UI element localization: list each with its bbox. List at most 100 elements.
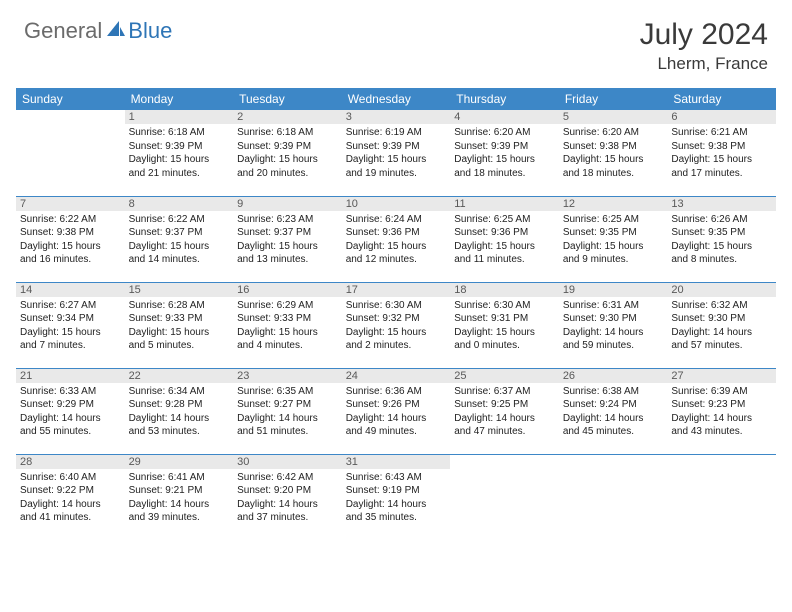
calendar-cell: 12Sunrise: 6:25 AMSunset: 9:35 PMDayligh… xyxy=(559,196,668,282)
calendar-cell: 13Sunrise: 6:26 AMSunset: 9:35 PMDayligh… xyxy=(667,196,776,282)
daylight-text: and 57 minutes. xyxy=(671,339,772,353)
sunrise-text: Sunrise: 6:30 AM xyxy=(454,299,555,313)
daylight-text: Daylight: 14 hours xyxy=(20,412,121,426)
daylight-text: Daylight: 15 hours xyxy=(563,240,664,254)
sunset-text: Sunset: 9:33 PM xyxy=(237,312,338,326)
day-number: 13 xyxy=(667,197,776,211)
calendar-cell xyxy=(450,454,559,540)
day-number: 11 xyxy=(450,197,559,211)
sunrise-text: Sunrise: 6:42 AM xyxy=(237,471,338,485)
day-number: 20 xyxy=(667,283,776,297)
day-number: 30 xyxy=(233,455,342,469)
calendar-cell: 9Sunrise: 6:23 AMSunset: 9:37 PMDaylight… xyxy=(233,196,342,282)
day-header: Wednesday xyxy=(342,88,451,110)
day-number: 18 xyxy=(450,283,559,297)
day-number: 23 xyxy=(233,369,342,383)
calendar-cell xyxy=(559,454,668,540)
sunrise-text: Sunrise: 6:22 AM xyxy=(129,213,230,227)
sunset-text: Sunset: 9:30 PM xyxy=(671,312,772,326)
day-number: 2 xyxy=(233,110,342,124)
sunset-text: Sunset: 9:31 PM xyxy=(454,312,555,326)
sunrise-text: Sunrise: 6:21 AM xyxy=(671,126,772,140)
sunrise-text: Sunrise: 6:35 AM xyxy=(237,385,338,399)
sunset-text: Sunset: 9:37 PM xyxy=(129,226,230,240)
daylight-text: Daylight: 15 hours xyxy=(563,153,664,167)
sunrise-text: Sunrise: 6:22 AM xyxy=(20,213,121,227)
sunrise-text: Sunrise: 6:30 AM xyxy=(346,299,447,313)
location-label: Lherm, France xyxy=(640,54,768,74)
daylight-text: Daylight: 15 hours xyxy=(346,153,447,167)
calendar-cell: 30Sunrise: 6:42 AMSunset: 9:20 PMDayligh… xyxy=(233,454,342,540)
sunset-text: Sunset: 9:24 PM xyxy=(563,398,664,412)
daylight-text: and 47 minutes. xyxy=(454,425,555,439)
daylight-text: and 19 minutes. xyxy=(346,167,447,181)
sunset-text: Sunset: 9:39 PM xyxy=(237,140,338,154)
sunset-text: Sunset: 9:37 PM xyxy=(237,226,338,240)
sunset-text: Sunset: 9:32 PM xyxy=(346,312,447,326)
day-number: 15 xyxy=(125,283,234,297)
sunset-text: Sunset: 9:35 PM xyxy=(563,226,664,240)
daylight-text: Daylight: 14 hours xyxy=(671,412,772,426)
sunrise-text: Sunrise: 6:37 AM xyxy=(454,385,555,399)
sunset-text: Sunset: 9:39 PM xyxy=(454,140,555,154)
daylight-text: Daylight: 14 hours xyxy=(129,412,230,426)
sunrise-text: Sunrise: 6:39 AM xyxy=(671,385,772,399)
day-number: 31 xyxy=(342,455,451,469)
day-number: 16 xyxy=(233,283,342,297)
day-number: 6 xyxy=(667,110,776,124)
day-number: 25 xyxy=(450,369,559,383)
sunset-text: Sunset: 9:23 PM xyxy=(671,398,772,412)
calendar-cell: 5Sunrise: 6:20 AMSunset: 9:38 PMDaylight… xyxy=(559,110,668,196)
sunset-text: Sunset: 9:39 PM xyxy=(346,140,447,154)
day-header: Tuesday xyxy=(233,88,342,110)
calendar-cell: 21Sunrise: 6:33 AMSunset: 9:29 PMDayligh… xyxy=(16,368,125,454)
sunset-text: Sunset: 9:29 PM xyxy=(20,398,121,412)
daylight-text: and 45 minutes. xyxy=(563,425,664,439)
daylight-text: and 59 minutes. xyxy=(563,339,664,353)
day-number: 12 xyxy=(559,197,668,211)
brand-logo: General Blue xyxy=(24,18,172,44)
daylight-text: and 55 minutes. xyxy=(20,425,121,439)
calendar-cell: 27Sunrise: 6:39 AMSunset: 9:23 PMDayligh… xyxy=(667,368,776,454)
sunset-text: Sunset: 9:38 PM xyxy=(563,140,664,154)
daylight-text: and 7 minutes. xyxy=(20,339,121,353)
daylight-text: and 39 minutes. xyxy=(129,511,230,525)
daylight-text: and 0 minutes. xyxy=(454,339,555,353)
calendar-cell: 4Sunrise: 6:20 AMSunset: 9:39 PMDaylight… xyxy=(450,110,559,196)
calendar-cell: 18Sunrise: 6:30 AMSunset: 9:31 PMDayligh… xyxy=(450,282,559,368)
day-number: 26 xyxy=(559,369,668,383)
calendar-cell: 20Sunrise: 6:32 AMSunset: 9:30 PMDayligh… xyxy=(667,282,776,368)
daylight-text: and 53 minutes. xyxy=(129,425,230,439)
daylight-text: Daylight: 15 hours xyxy=(129,326,230,340)
day-number: 21 xyxy=(16,369,125,383)
daylight-text: Daylight: 15 hours xyxy=(237,240,338,254)
sunrise-text: Sunrise: 6:31 AM xyxy=(563,299,664,313)
sunset-text: Sunset: 9:25 PM xyxy=(454,398,555,412)
calendar-cell: 26Sunrise: 6:38 AMSunset: 9:24 PMDayligh… xyxy=(559,368,668,454)
sail-icon xyxy=(106,20,126,43)
sunrise-text: Sunrise: 6:28 AM xyxy=(129,299,230,313)
calendar-cell: 10Sunrise: 6:24 AMSunset: 9:36 PMDayligh… xyxy=(342,196,451,282)
calendar-cell: 7Sunrise: 6:22 AMSunset: 9:38 PMDaylight… xyxy=(16,196,125,282)
calendar-cell: 1Sunrise: 6:18 AMSunset: 9:39 PMDaylight… xyxy=(125,110,234,196)
daylight-text: Daylight: 15 hours xyxy=(346,326,447,340)
sunset-text: Sunset: 9:20 PM xyxy=(237,484,338,498)
day-header: Thursday xyxy=(450,88,559,110)
daylight-text: and 41 minutes. xyxy=(20,511,121,525)
daylight-text: and 37 minutes. xyxy=(237,511,338,525)
daylight-text: and 16 minutes. xyxy=(20,253,121,267)
daylight-text: and 13 minutes. xyxy=(237,253,338,267)
daylight-text: and 51 minutes. xyxy=(237,425,338,439)
day-number: 24 xyxy=(342,369,451,383)
calendar-cell: 8Sunrise: 6:22 AMSunset: 9:37 PMDaylight… xyxy=(125,196,234,282)
sunset-text: Sunset: 9:38 PM xyxy=(671,140,772,154)
daylight-text: and 9 minutes. xyxy=(563,253,664,267)
sunset-text: Sunset: 9:30 PM xyxy=(563,312,664,326)
day-number: 28 xyxy=(16,455,125,469)
calendar-cell: 22Sunrise: 6:34 AMSunset: 9:28 PMDayligh… xyxy=(125,368,234,454)
daylight-text: Daylight: 15 hours xyxy=(129,240,230,254)
sunrise-text: Sunrise: 6:27 AM xyxy=(20,299,121,313)
sunset-text: Sunset: 9:39 PM xyxy=(129,140,230,154)
day-number: 3 xyxy=(342,110,451,124)
day-number: 22 xyxy=(125,369,234,383)
